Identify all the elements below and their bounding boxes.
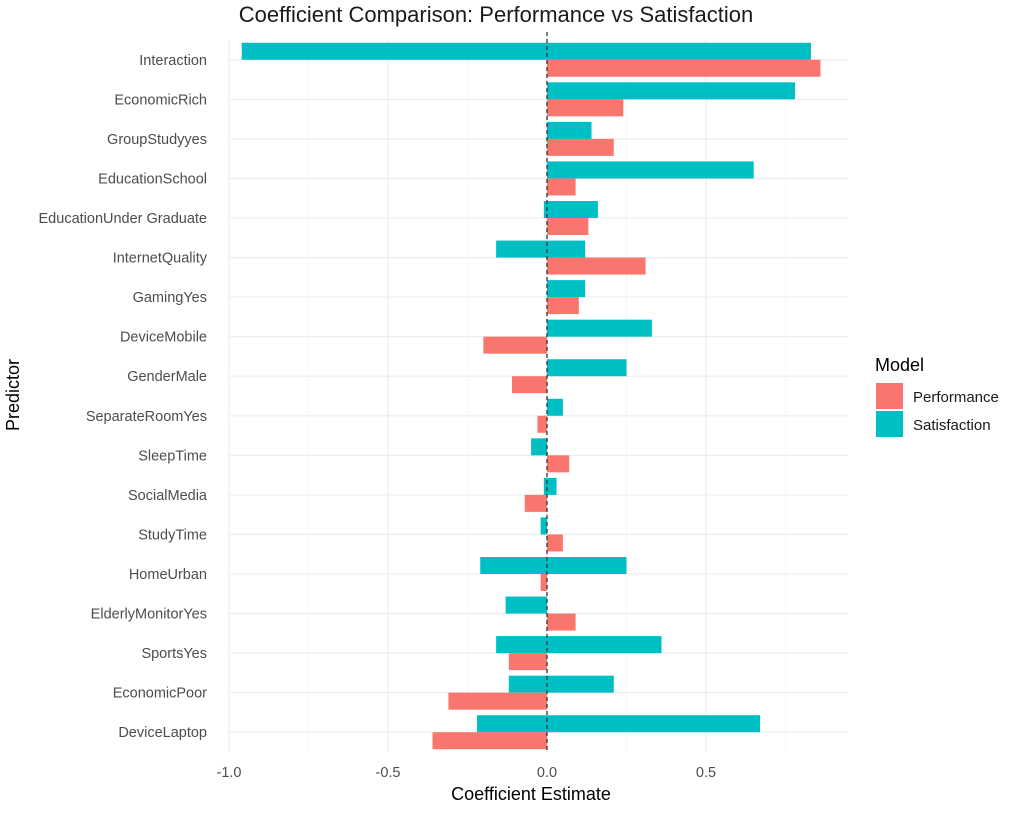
bar-performance <box>547 178 576 195</box>
bar-satisfaction <box>496 241 547 258</box>
legend-label-satisfaction: Satisfaction <box>913 417 991 434</box>
x-tick-label: 0.5 <box>696 765 716 781</box>
legend: Model Performance Satisfaction <box>875 355 999 437</box>
legend-swatch-performance <box>876 383 903 409</box>
bar-satisfaction <box>547 82 795 99</box>
bar-performance <box>509 653 547 670</box>
y-tick-label: GroupStudyyes <box>107 132 207 148</box>
bar-satisfaction <box>509 676 547 693</box>
bar-performance <box>525 495 547 512</box>
y-tick-label: StudyTime <box>138 527 207 543</box>
y-tick-label: SocialMedia <box>128 488 208 504</box>
x-axis-title: Coefficient Estimate <box>451 784 611 804</box>
bar-satisfaction <box>480 557 547 574</box>
x-tick-label: -1.0 <box>217 765 242 781</box>
y-tick-labels: Interaction EconomicRich GroupStudyyes Educ… <box>39 53 208 741</box>
bar-satisfaction <box>547 201 598 218</box>
chart-title: Coefficient Comparison: Performance vs S… <box>239 2 753 27</box>
legend-swatch-satisfaction <box>876 411 903 437</box>
bar-satisfaction <box>547 280 585 297</box>
bar-satisfaction <box>547 320 652 337</box>
bar-satisfaction <box>547 161 754 178</box>
legend-items: Performance Satisfaction <box>876 383 999 437</box>
bar-performance <box>547 139 614 156</box>
bar-performance <box>547 534 563 551</box>
y-tick-label: DeviceLaptop <box>118 725 207 741</box>
bar-satisfaction <box>547 715 760 732</box>
bars-layer <box>242 43 821 749</box>
legend-label-performance: Performance <box>913 389 999 406</box>
bar-satisfaction <box>477 715 547 732</box>
bar-performance <box>547 614 576 631</box>
bar-satisfaction <box>531 438 547 455</box>
y-tick-label: GenderMale <box>127 369 207 385</box>
x-tick-label: -0.5 <box>376 765 401 781</box>
bar-performance <box>547 218 588 235</box>
y-tick-label: GamingYes <box>133 290 207 306</box>
y-tick-label: EconomicRich <box>114 92 207 108</box>
bar-satisfaction <box>541 517 547 534</box>
y-tick-label: InternetQuality <box>113 251 208 267</box>
y-tick-label: SleepTime <box>138 448 207 464</box>
y-tick-label: SportsYes <box>141 646 207 662</box>
bar-satisfaction <box>547 359 627 376</box>
bar-satisfaction <box>547 636 661 653</box>
bar-performance <box>541 574 547 591</box>
x-tick-label: 0.0 <box>537 765 557 781</box>
bar-performance <box>547 455 569 472</box>
bar-satisfaction <box>547 241 585 258</box>
bar-performance <box>512 376 547 393</box>
bar-performance <box>537 416 547 433</box>
bar-satisfaction <box>496 636 547 653</box>
bar-satisfaction <box>547 399 563 416</box>
y-tick-label: SeparateRoomYes <box>86 409 207 425</box>
bar-performance <box>547 297 579 314</box>
bar-satisfaction <box>547 122 592 139</box>
bar-satisfaction <box>506 597 547 614</box>
bar-performance <box>483 337 547 354</box>
bar-performance <box>547 99 623 116</box>
legend-title: Model <box>875 355 924 375</box>
bar-satisfaction <box>242 43 547 60</box>
y-tick-label: ElderlyMonitorYes <box>91 607 207 623</box>
y-tick-label: HomeUrban <box>129 567 207 583</box>
y-tick-label: DeviceMobile <box>120 330 207 346</box>
x-tick-labels: -1.0 -0.5 0.0 0.5 <box>217 765 717 781</box>
bar-satisfaction <box>547 478 557 495</box>
y-tick-label: EducationUnder Graduate <box>39 211 207 227</box>
bar-performance <box>433 732 547 749</box>
bar-performance <box>547 258 646 275</box>
y-tick-label: EconomicPoor <box>113 686 207 702</box>
y-tick-label: Interaction <box>139 53 207 69</box>
y-axis-title: Predictor <box>3 359 23 431</box>
bar-satisfaction <box>547 557 627 574</box>
bar-satisfaction <box>547 43 811 60</box>
y-tick-label: EducationSchool <box>98 171 207 187</box>
bar-performance <box>448 693 547 710</box>
bar-performance <box>547 60 820 77</box>
bar-satisfaction <box>547 676 614 693</box>
